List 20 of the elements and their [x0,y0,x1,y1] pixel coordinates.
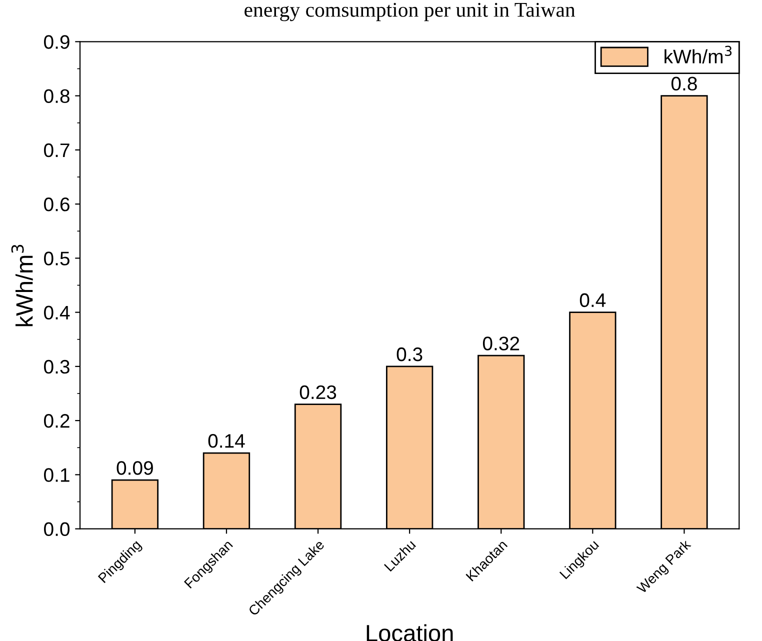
data-label: 0.8 [671,76,697,91]
data-label: 0.23 [300,385,336,400]
y-tick-label: 0.4 [44,306,70,320]
y-tick-label: 0.2 [44,414,70,428]
chart-title: energy comsumption per unit in Taiwan [244,2,576,22]
y-tick-label: 0.5 [44,252,70,266]
y-tick-label: 0.3 [44,360,70,374]
y-tick-label: 0.7 [44,143,70,158]
y-tick-label: 0.6 [44,198,70,212]
y-tick-label: 0.9 [44,35,70,49]
y-tick-label: 0.1 [44,468,70,482]
y-tick-label: 0.8 [44,89,70,104]
data-label: 0.32 [482,336,520,350]
data-label: 0.09 [116,461,153,475]
y-tick-label: 0.0 [44,522,70,536]
legend-label: kWh/m$^{3}$ [664,46,732,64]
data-label: 0.14 [208,434,245,448]
y-axis-title: kWh/m$^{3}$ [11,244,33,326]
data-label: 0.3 [396,347,422,362]
data-label: 0.4 [580,293,606,308]
